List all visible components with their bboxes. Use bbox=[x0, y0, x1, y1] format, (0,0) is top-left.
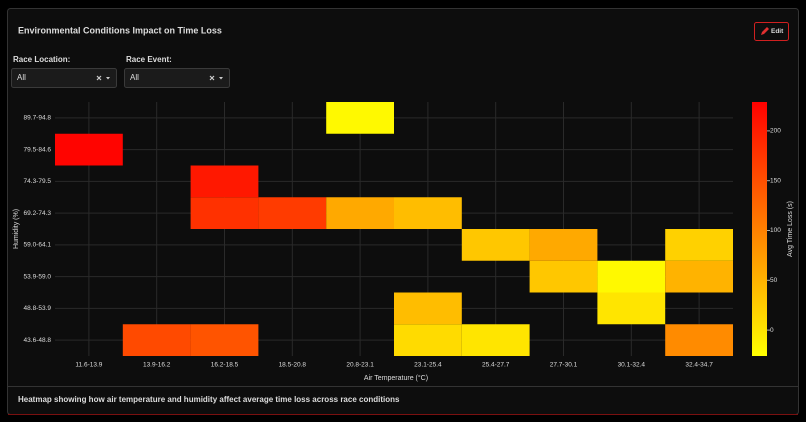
edit-label[interactable]: Edit bbox=[771, 28, 784, 35]
edit-button-frame[interactable] bbox=[754, 22, 789, 41]
heat-cell bbox=[461, 229, 530, 261]
panel-title: Environmental Conditions Impact on Time … bbox=[18, 25, 222, 35]
heat-cell bbox=[394, 197, 462, 229]
heat-cell bbox=[190, 324, 259, 356]
x-tick-label: 27.7-30.1 bbox=[550, 362, 578, 369]
x-tick-label: 11.6-13.9 bbox=[75, 362, 102, 369]
x-tick-label: 20.8-23.1 bbox=[346, 362, 374, 369]
y-tick-label: 89.7-94.8 bbox=[24, 115, 52, 122]
y-tick-label: 53.9-59.0 bbox=[24, 273, 52, 280]
y-tick-label: 43.6-48.8 bbox=[24, 337, 52, 344]
x-tick-label: 32.4-34.7 bbox=[685, 362, 713, 369]
heat-cell bbox=[461, 324, 530, 356]
y-tick-label: 69.2-74.3 bbox=[24, 210, 52, 217]
heat-cell bbox=[258, 197, 327, 229]
colorbar-tick-label: 200 bbox=[770, 128, 781, 135]
dropdown-icon[interactable] bbox=[219, 77, 223, 80]
filter-label: Race Event: bbox=[126, 55, 172, 64]
heat-cell bbox=[529, 229, 598, 261]
heat-cell bbox=[326, 197, 394, 229]
heat-cell bbox=[190, 197, 259, 229]
select-value[interactable]: All bbox=[130, 73, 139, 82]
heat-cell bbox=[665, 260, 733, 293]
y-tick-label: 74.3-79.5 bbox=[24, 178, 52, 185]
heat-cell bbox=[597, 292, 666, 325]
heat-cell bbox=[665, 229, 733, 261]
colorbar-tick-label: 100 bbox=[770, 227, 781, 234]
select-box[interactable] bbox=[11, 68, 117, 88]
dropdown-icon[interactable] bbox=[106, 77, 110, 80]
x-tick-label: 13.9-16.2 bbox=[143, 362, 171, 369]
y-tick-label: 48.8-53.9 bbox=[24, 305, 52, 312]
heat-cell bbox=[190, 165, 259, 198]
edit-button[interactable]: Edit bbox=[754, 22, 789, 41]
x-axis-title: Air Temperature (°C) bbox=[364, 374, 428, 382]
filter-select[interactable]: All bbox=[124, 68, 230, 88]
x-tick-label: 16.2-18.5 bbox=[211, 362, 239, 369]
colorbar bbox=[752, 102, 767, 356]
select-value[interactable]: All bbox=[17, 73, 26, 82]
colorbar-tick-label: 50 bbox=[770, 277, 778, 284]
x-tick-label: 23.1-25.4 bbox=[414, 362, 442, 369]
colorbar-tick-label: 0 bbox=[770, 327, 774, 334]
x-tick-label: 30.1-32.4 bbox=[618, 362, 646, 369]
heat-cell bbox=[326, 102, 394, 134]
select-box[interactable] bbox=[124, 68, 230, 88]
heat-cell bbox=[55, 133, 123, 166]
clear-icon[interactable] bbox=[209, 75, 215, 81]
heat-cell bbox=[122, 324, 191, 356]
heat-cell bbox=[394, 324, 462, 356]
filter-select[interactable]: All bbox=[11, 68, 117, 88]
edit-icon[interactable] bbox=[761, 27, 769, 35]
colorbar-title: Avg Time Loss (s) bbox=[787, 201, 794, 257]
x-tick-label: 18.5-20.8 bbox=[279, 362, 307, 369]
filter-label: Race Location: bbox=[13, 55, 70, 64]
caption: Heatmap showing how air temperature and … bbox=[18, 395, 400, 404]
colorbar-tick-label: 150 bbox=[770, 177, 781, 184]
heat-cell bbox=[529, 260, 598, 293]
x-tick-label: 25.4-27.7 bbox=[482, 362, 510, 369]
y-tick-label: 59.0-64.1 bbox=[24, 242, 52, 249]
y-tick-label: 79.5-84.6 bbox=[24, 146, 52, 153]
y-axis-title: Humidity (%) bbox=[13, 209, 20, 249]
heat-cell bbox=[394, 292, 462, 325]
clear-icon[interactable] bbox=[96, 75, 102, 81]
heat-cell bbox=[665, 324, 733, 356]
heat-cell bbox=[597, 260, 666, 293]
